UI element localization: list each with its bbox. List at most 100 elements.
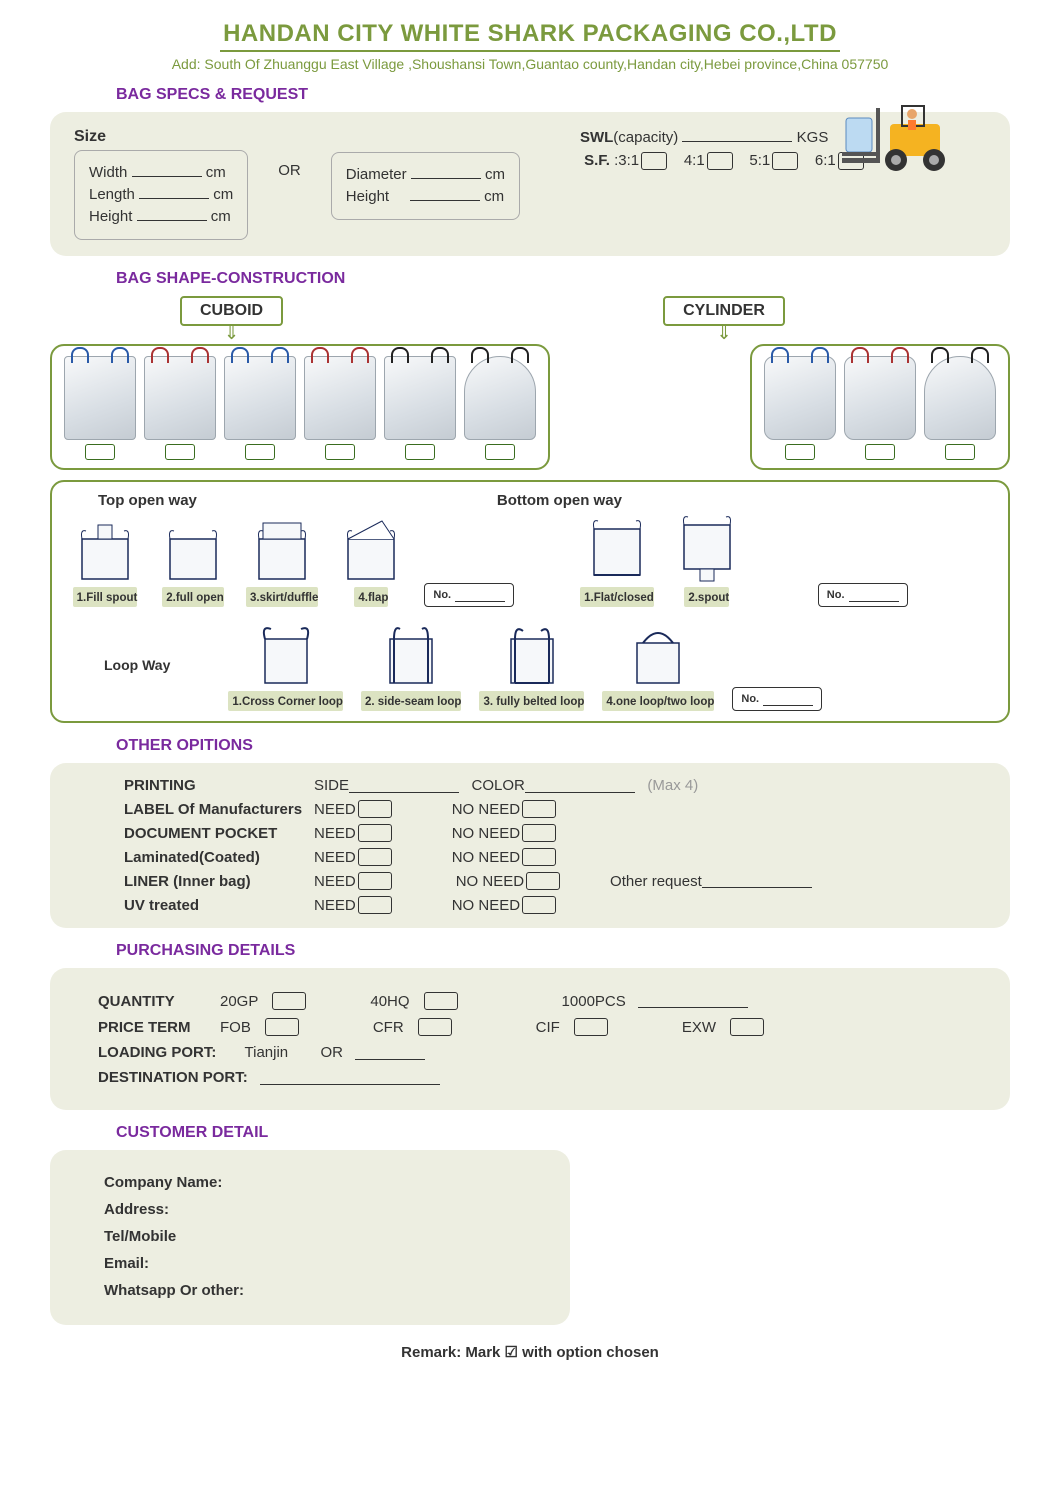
diameter-label: Diameter <box>346 166 407 183</box>
dest-port-input[interactable] <box>260 1071 440 1085</box>
check-cuboid-4[interactable] <box>325 444 355 460</box>
dest-label: DESTINATION PORT: <box>98 1069 248 1086</box>
noneed-doc[interactable] <box>522 824 556 842</box>
loop-opt-1: 1.Cross Corner loop <box>228 619 343 711</box>
check-cuboid-5[interactable] <box>405 444 435 460</box>
bag-cyl-2 <box>844 356 916 440</box>
check-cuboid-3[interactable] <box>245 444 275 460</box>
check-cyl-1[interactable] <box>785 444 815 460</box>
check-cyl-3[interactable] <box>945 444 975 460</box>
company-address: Add: South Of Zhuanggu East Village ,Sho… <box>50 56 1010 72</box>
cylinder-options <box>750 344 1010 470</box>
q-40hq[interactable] <box>424 992 458 1010</box>
swl-input[interactable] <box>682 128 792 142</box>
need-uv[interactable] <box>358 896 392 914</box>
noneed-uv[interactable] <box>522 896 556 914</box>
diameter-input[interactable] <box>411 165 481 179</box>
swl-label: SWL <box>580 129 613 146</box>
opt-label-manufacturers: LABEL Of Manufacturers <box>124 801 314 818</box>
printing-side-input[interactable] <box>349 779 459 793</box>
cuboid-options <box>50 344 550 470</box>
printing-color-input[interactable] <box>525 779 635 793</box>
length-input[interactable] <box>139 185 209 199</box>
loading-port-input[interactable] <box>355 1046 425 1060</box>
arrow-down-icon: ⇓ <box>180 328 283 338</box>
cylinder-tag: CYLINDER <box>663 296 785 326</box>
max4-hint: (Max 4) <box>647 777 698 794</box>
header-underline <box>220 50 840 52</box>
sf-4-1[interactable] <box>707 152 733 170</box>
check-cuboid-2[interactable] <box>165 444 195 460</box>
cylinder-dims: Diameter cm Height cm <box>331 152 520 220</box>
loading-label: LOADING PORT: <box>98 1044 216 1061</box>
cust-company[interactable]: Company Name: <box>104 1174 546 1191</box>
p-fob[interactable] <box>265 1018 299 1036</box>
top-open-label: Top open way <box>98 492 197 509</box>
check-cuboid-6[interactable] <box>485 444 515 460</box>
bag-cuboid-1 <box>64 356 136 440</box>
cust-tel[interactable]: Tel/Mobile <box>104 1228 546 1245</box>
sf-5-1[interactable] <box>772 152 798 170</box>
cuboid-tag: CUBOID <box>180 296 283 326</box>
sf-3-1[interactable] <box>641 152 667 170</box>
bottom-no-box[interactable]: No. <box>818 583 908 607</box>
purchase-title: PURCHASING DETAILS <box>116 942 1010 960</box>
need-lam[interactable] <box>358 848 392 866</box>
length-label: Length <box>89 186 135 203</box>
cyl-height-input[interactable] <box>410 187 480 201</box>
cuboid-dims: Width cm Length cm Height cm <box>74 150 248 240</box>
printing-label: PRINTING <box>124 777 314 794</box>
arrow-down-icon: ⇓ <box>663 328 785 338</box>
size-label: Size <box>74 128 248 146</box>
bag-cyl-1 <box>764 356 836 440</box>
bag-cuboid-5 <box>384 356 456 440</box>
noneed-label[interactable] <box>522 800 556 818</box>
height-label: Height <box>89 208 132 225</box>
loop-label: Loop Way <box>104 657 170 673</box>
remark-text: Remark: Mark ☑ with option chosen <box>50 1343 1010 1361</box>
opt-laminated: Laminated(Coated) <box>124 849 314 866</box>
q-20gp[interactable] <box>272 992 306 1010</box>
quantity-label: QUANTITY <box>98 993 208 1010</box>
bottom-opt-1: 1.Flat/closed <box>580 515 654 607</box>
customer-panel: Company Name: Address: Tel/Mobile Email:… <box>50 1150 570 1325</box>
openway-panel: Top open way Bottom open way 1.Fill spou… <box>50 480 1010 723</box>
q-1000pcs-input[interactable] <box>638 994 748 1008</box>
check-cyl-2[interactable] <box>865 444 895 460</box>
noneed-liner[interactable] <box>526 872 560 890</box>
loop-opt-2: 2. side-seam loop <box>361 619 462 711</box>
top-opt-4: 4.flap <box>336 515 406 607</box>
bag-cuboid-4 <box>304 356 376 440</box>
bottom-opt-2: 2.spout <box>672 515 742 607</box>
top-opt-1: 1.Fill spout <box>70 515 140 607</box>
other-title: OTHER OPITIONS <box>116 737 1010 755</box>
p-exw[interactable] <box>730 1018 764 1036</box>
top-opt-3: 3.skirt/duffle <box>246 515 318 607</box>
purchase-panel: QUANTITY 20GP 40HQ 1000PCS PRICE TERM FO… <box>50 968 1010 1110</box>
width-input[interactable] <box>132 163 202 177</box>
bag-cuboid-6 <box>464 356 536 440</box>
need-doc[interactable] <box>358 824 392 842</box>
price-label: PRICE TERM <box>98 1019 208 1036</box>
p-cfr[interactable] <box>418 1018 452 1036</box>
loop-opt-3: 3. fully belted loop <box>479 619 584 711</box>
other-request-input[interactable] <box>702 874 812 888</box>
height-input[interactable] <box>137 207 207 221</box>
opt-doc-pocket: DOCUMENT POCKET <box>124 825 314 842</box>
top-no-box[interactable]: No. <box>424 583 514 607</box>
need-liner[interactable] <box>358 872 392 890</box>
company-header: HANDAN CITY WHITE SHARK PACKAGING CO.,LT… <box>50 20 1010 52</box>
company-name: HANDAN CITY WHITE SHARK PACKAGING CO.,LT… <box>50 20 1010 48</box>
p-cif[interactable] <box>574 1018 608 1036</box>
cust-email[interactable]: Email: <box>104 1255 546 1272</box>
or-label: OR <box>278 128 301 179</box>
cust-whatsapp[interactable]: Whatsapp Or other: <box>104 1282 546 1299</box>
forklift-icon <box>840 90 960 180</box>
loop-no-box[interactable]: No. <box>732 687 822 711</box>
cust-address[interactable]: Address: <box>104 1201 546 1218</box>
check-cuboid-1[interactable] <box>85 444 115 460</box>
noneed-lam[interactable] <box>522 848 556 866</box>
bag-cuboid-3 <box>224 356 296 440</box>
sf-label: S.F. <box>584 152 610 169</box>
need-label[interactable] <box>358 800 392 818</box>
